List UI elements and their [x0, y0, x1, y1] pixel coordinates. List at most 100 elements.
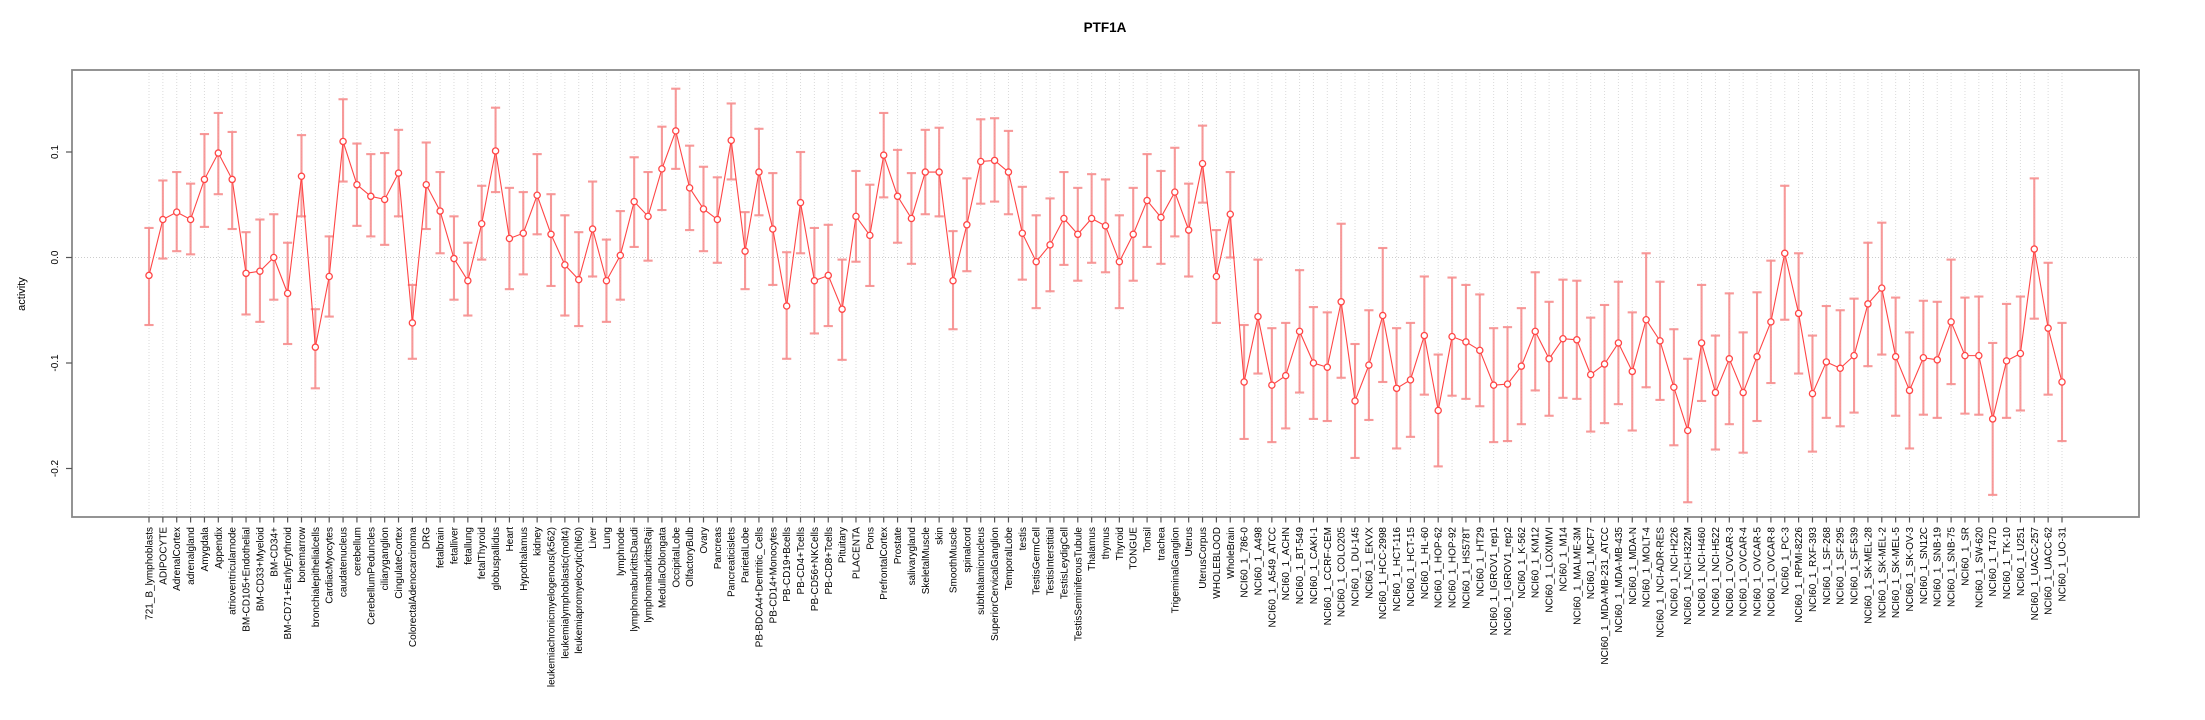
- x-tick-label: NCI60_1_KM12: [1531, 527, 1542, 599]
- x-tick-label: NCI60_1_SK-MEL-2: [1877, 527, 1888, 619]
- data-point-marker: [935, 168, 943, 176]
- data-point-marker: [1753, 352, 1761, 361]
- x-tick-label: NCI60_1_NCI-H460: [1697, 527, 1708, 617]
- data-point-marker: [1143, 196, 1151, 205]
- x-tick-label: NCI60_1_SK-MEL-28: [1863, 527, 1874, 624]
- data-point-marker: [1240, 378, 1248, 386]
- x-tick-label: WholeBrain: [1226, 527, 1237, 579]
- x-tick-label: testis: [1018, 527, 1029, 550]
- x-tick-label: NCI60_1_NCI-H522: [1711, 527, 1722, 617]
- data-point-marker: [214, 149, 223, 157]
- plot-box: [71, 69, 2140, 518]
- x-tick-label: Liver: [588, 526, 599, 548]
- data-point-marker: [186, 215, 195, 224]
- data-point-marker: [1531, 327, 1539, 336]
- x-tick-label: Thyroid: [1115, 527, 1126, 560]
- x-tick-label: skin: [935, 527, 946, 545]
- data-point-marker: [1919, 353, 1928, 362]
- data-point-marker: [1642, 315, 1650, 324]
- data-point-marker: [1517, 362, 1526, 370]
- data-point-marker: [1004, 168, 1013, 176]
- data-point-marker: [311, 343, 320, 351]
- data-point-marker: [408, 319, 417, 327]
- x-tick-label: NCI60_1_OVCAR-5: [1753, 527, 1764, 617]
- x-tick-label: Lung: [602, 527, 613, 549]
- data-point-marker: [796, 198, 805, 207]
- x-tick-label: NCI60_1_HT29: [1475, 527, 1486, 597]
- data-point-marker: [1545, 355, 1553, 363]
- data-point-marker: [1476, 346, 1484, 355]
- x-tick-label: Hypothalamus: [519, 527, 530, 591]
- x-tick-label: PB-CD8+Tcells: [824, 527, 835, 595]
- data-point-marker: [394, 169, 403, 177]
- data-point-marker: [1281, 371, 1290, 380]
- x-tick-label: WHOLEBLOOD: [1212, 527, 1223, 599]
- data-point-marker: [436, 207, 444, 215]
- x-tick-label: NCI60_1_MALME-3M: [1572, 527, 1583, 625]
- data-point-marker: [1961, 351, 1969, 360]
- data-point-marker: [1600, 360, 1609, 368]
- x-tick-label: NCI60_1_SK-OV-3: [1905, 527, 1916, 612]
- data-point-marker: [1032, 257, 1040, 266]
- x-tick-label: NCI60_1_COLO205: [1337, 527, 1348, 617]
- data-point-marker: [644, 212, 652, 221]
- data-point-marker: [1975, 351, 1983, 360]
- x-tick-label: NCI60_1_786-0: [1240, 527, 1251, 598]
- x-tick-label: 721_B_lymphoblasts: [145, 527, 156, 620]
- data-point-marker: [1573, 336, 1581, 344]
- data-point-marker: [658, 165, 666, 173]
- x-tick-label: ParietalLobe: [741, 527, 752, 584]
- data-point-marker: [200, 175, 209, 184]
- x-tick-label: ColorectalAdenocarcinoma: [408, 527, 419, 648]
- x-tick-label: lymphomaburkittsDaudi: [630, 527, 641, 632]
- x-tick-label: Pancreas: [713, 527, 724, 569]
- x-tick-label: TestisGermCell: [1032, 527, 1043, 595]
- data-point-marker: [159, 215, 167, 224]
- data-point-marker: [422, 180, 430, 189]
- data-point-marker: [1087, 214, 1096, 223]
- data-point-marker: [1656, 337, 1664, 345]
- data-point-marker: [1988, 415, 1997, 423]
- x-tick-label: Appendix: [214, 527, 225, 569]
- data-points-layer: [145, 127, 2066, 435]
- data-point-marker: [1365, 361, 1373, 369]
- data-point-marker: [325, 272, 333, 281]
- x-tick-label: NCI60_1_TK-10: [2002, 527, 2013, 600]
- data-point-marker: [1878, 284, 1886, 292]
- data-point-marker: [1683, 426, 1692, 435]
- data-point-marker: [963, 221, 971, 229]
- x-tick-label: NCI60_1_RPMI-8226: [1794, 527, 1805, 623]
- data-point-marker: [769, 225, 777, 233]
- x-tick-label: NCI60_1_UACC-62: [2044, 527, 2055, 615]
- data-point-marker: [1781, 249, 1789, 258]
- data-point-marker: [1614, 339, 1623, 347]
- data-point-marker: [519, 229, 528, 237]
- x-tick-label: NCI60_1_HS578T: [1461, 527, 1472, 609]
- x-tick-label: CingulateCortex: [394, 527, 405, 599]
- x-tick-label: NCI60_1_MDA-MB-435: [1614, 527, 1625, 633]
- data-point-marker: [1767, 318, 1775, 326]
- data-point-marker: [1378, 311, 1387, 320]
- x-tick-label: thymus: [1101, 527, 1112, 559]
- x-tick-label: NCI60_1_U251: [2016, 527, 2027, 596]
- x-tick-label: PB-CD14+Monocytes: [768, 527, 779, 623]
- data-point-marker: [1739, 388, 1747, 397]
- x-tick-label: SkeletalMuscle: [921, 527, 932, 595]
- x-tick-label: NCI60_1_T47D: [1988, 527, 1999, 596]
- data-point-marker: [2058, 378, 2066, 386]
- x-tick-label: MedullaOblongata: [657, 527, 668, 609]
- data-point-marker: [1462, 338, 1470, 346]
- data-point-marker: [1448, 332, 1456, 341]
- x-tick-label: NCI60_1_SN12C: [1919, 527, 1930, 604]
- data-point-marker: [1254, 312, 1262, 321]
- data-point-marker: [976, 157, 985, 166]
- x-tick-label: fetalbrain: [436, 527, 447, 568]
- x-tick-label: NCI60_1_CCRF-CEM: [1323, 527, 1334, 625]
- x-tick-label: spinalcord: [962, 527, 973, 573]
- data-point-marker: [1351, 397, 1359, 405]
- data-point-marker: [353, 180, 361, 189]
- x-tick-label: Pancreaticislets: [727, 527, 738, 597]
- data-point-marker: [852, 212, 860, 221]
- x-tick-label: CerebellumPeduncles: [366, 527, 377, 625]
- data-point-marker: [561, 261, 569, 269]
